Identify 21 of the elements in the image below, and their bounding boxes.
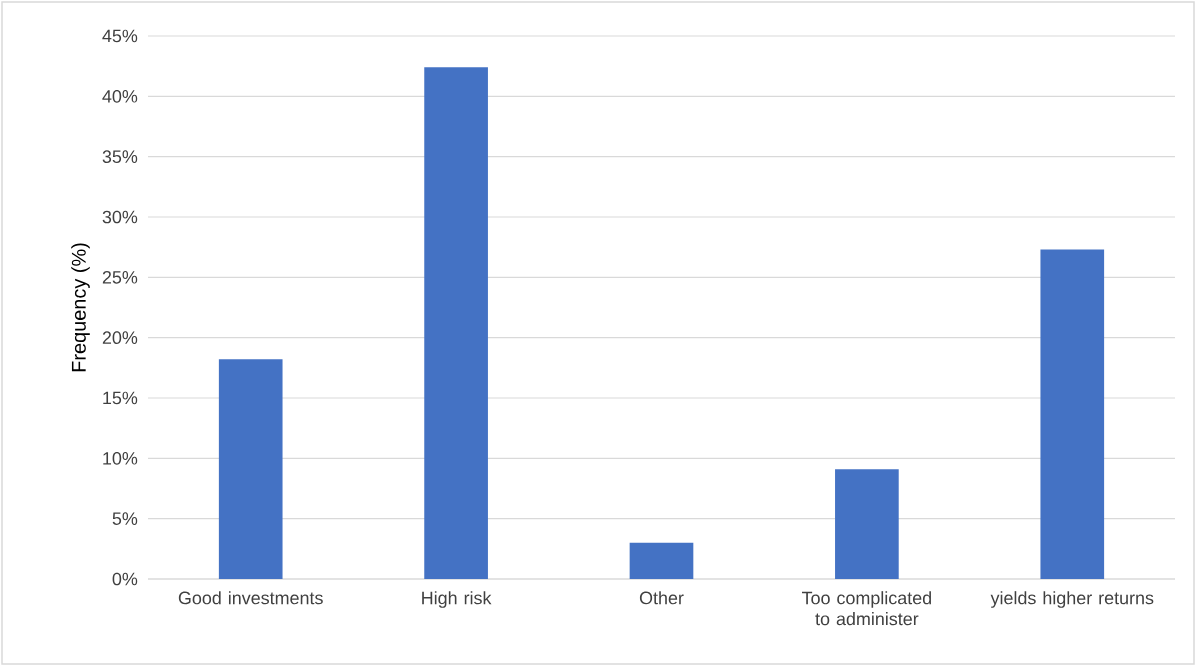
bar xyxy=(424,67,488,579)
y-tick-label: 0% xyxy=(112,572,138,586)
y-tick-label: 25% xyxy=(102,270,138,284)
y-tick-label: 10% xyxy=(103,451,138,465)
y-tick-label: 5% xyxy=(112,512,138,525)
bar xyxy=(1040,249,1105,579)
x-tick-label: yields higher returns xyxy=(990,591,1154,608)
y-tick-label: 15% xyxy=(103,391,138,405)
x-tick-label: Too complicated to administer xyxy=(802,591,931,626)
y-tick-label: 30% xyxy=(102,210,138,224)
y-axis-title: Frequency (%) xyxy=(71,243,90,372)
y-tick-label: 20% xyxy=(102,331,138,344)
bar xyxy=(629,542,694,579)
y-tick-label: 45% xyxy=(102,29,138,43)
x-tick-label: Other xyxy=(639,591,684,605)
bar xyxy=(218,359,283,579)
x-tick-label: Good investments xyxy=(178,591,323,605)
y-tick-label: 40% xyxy=(102,89,138,103)
bar xyxy=(835,469,899,579)
y-tick-label: 35% xyxy=(102,150,138,163)
x-tick-label: High risk xyxy=(422,591,492,608)
